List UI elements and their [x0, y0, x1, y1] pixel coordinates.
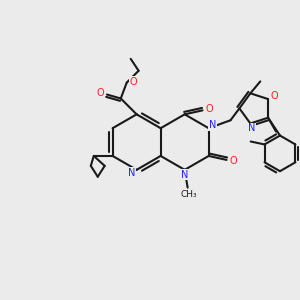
Text: N: N: [128, 168, 135, 178]
Text: CH₃: CH₃: [180, 190, 197, 199]
Text: O: O: [270, 91, 278, 101]
Text: O: O: [130, 76, 137, 87]
Text: O: O: [96, 88, 104, 98]
Text: N: N: [209, 120, 216, 130]
Text: N: N: [248, 123, 255, 134]
Text: N: N: [181, 170, 188, 180]
Text: O: O: [230, 156, 237, 166]
Text: O: O: [206, 104, 213, 114]
